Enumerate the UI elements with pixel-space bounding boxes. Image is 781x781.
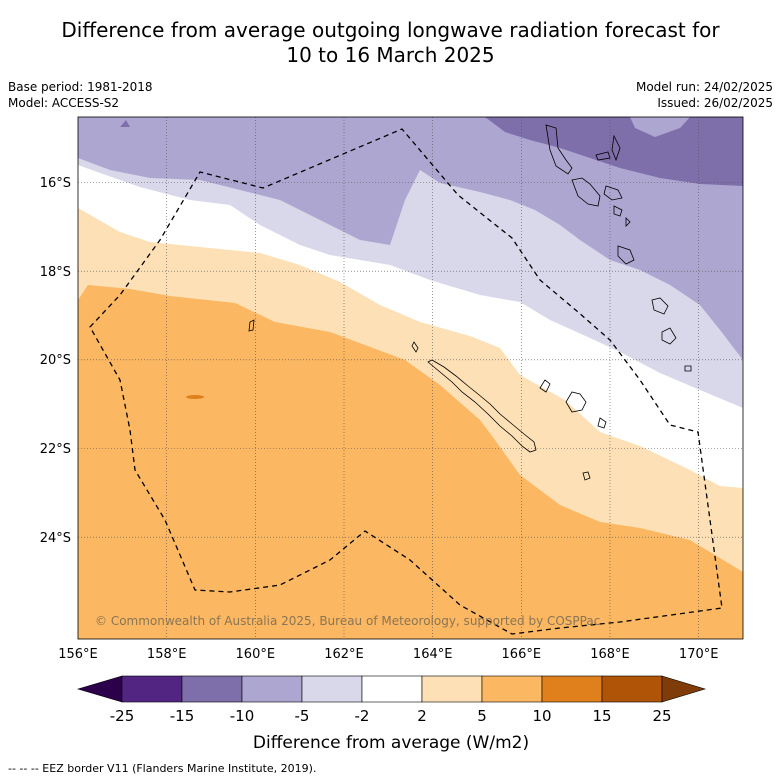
mare-coastline: [582, 471, 591, 481]
lon-label-160: 160°E: [236, 647, 276, 662]
anomaly-small-patch: [120, 120, 130, 127]
colorbar-tick-2: 2: [417, 707, 427, 725]
efate-coastline: [603, 185, 623, 201]
vanuatu-island-8: [684, 365, 692, 372]
lat-label-18s: 18°S: [40, 265, 71, 280]
meta-right: Model run: 24/02/2025 Issued: 26/02/2025: [636, 79, 773, 111]
lon-label-158: 158°E: [147, 647, 187, 662]
colorbar-tick-minus5: -5: [295, 707, 310, 725]
meta-left: Base period: 1981-2018 Model: ACCESS-S2: [8, 79, 153, 111]
colorbar-segment-7: [481, 675, 543, 703]
vanuatu-island-6: [651, 297, 669, 315]
coastlines: [248, 124, 692, 481]
colorbar-segment-2: [181, 675, 243, 703]
map-figure: © Commonwealth of Australia 2025, Bureau…: [40, 116, 744, 753]
chesterfield-islands: [248, 319, 255, 332]
reef-patch-orange: [186, 395, 204, 399]
colorbar-extend-low: [76, 675, 123, 703]
title-line-1: Difference from average outgoing longwav…: [61, 18, 720, 42]
lon-label-156: 156°E: [58, 647, 98, 662]
belep-coastline: [411, 341, 419, 353]
colorbar-segment-3: [241, 675, 303, 703]
lon-label-166: 166°E: [502, 647, 542, 662]
model-name: Model: ACCESS-S2: [8, 96, 120, 110]
issued-date: Issued: 26/02/2025: [657, 96, 773, 110]
colorbar-extend-high: [661, 675, 707, 703]
longitude-labels: 156°E 158°E 160°E 162°E 164°E 166°E 168°…: [58, 647, 718, 662]
colorbar-tick-25: 25: [652, 707, 671, 725]
vanuatu-island-2: [611, 134, 621, 162]
anomaly-band-minus15-to-minus10: [485, 117, 743, 186]
lifou-coastline: [565, 391, 587, 413]
eez-border: [89, 128, 723, 635]
colorbar-tick-minus15: -15: [170, 707, 195, 725]
title-line-2: 10 to 16 March 2025: [286, 43, 495, 67]
colorbar-segment-9: [601, 675, 663, 703]
colorbar-ticks: -25 -15 -10 -5 -2 2 5 10 15 25: [110, 707, 672, 725]
base-period: Base period: 1981-2018: [8, 80, 153, 94]
vanuatu-island-5: [617, 245, 635, 265]
vanuatu-island-3: [613, 205, 623, 217]
colorbar-tick-10: 10: [532, 707, 551, 725]
map-plot-area: © Commonwealth of Australia 2025, Bureau…: [78, 117, 743, 639]
colorbar-tick-minus25: -25: [110, 707, 135, 725]
lon-label-168: 168°E: [590, 647, 630, 662]
copyright-text: © Commonwealth of Australia 2025, Bureau…: [95, 614, 600, 628]
vanuatu-island-1: [595, 151, 611, 161]
colorbar-segment-1: [121, 675, 183, 703]
colorbar: [76, 675, 707, 703]
new-caledonia-coastline: [427, 359, 537, 453]
latitude-labels: 16°S 18°S 20°S 22°S 24°S: [40, 176, 71, 546]
colorbar-segment-8: [541, 675, 603, 703]
lat-label-16s: 16°S: [40, 176, 71, 191]
ouvea-coastline: [539, 379, 551, 393]
espiritu-santo-coastline: [545, 124, 573, 175]
graticule: [78, 117, 743, 639]
colorbar-segment-5: [361, 675, 423, 703]
vanuatu-island-4: [625, 217, 631, 227]
colorbar-tick-minus10: -10: [230, 707, 255, 725]
lat-label-20s: 20°S: [40, 353, 71, 368]
colorbar-tick-5: 5: [477, 707, 487, 725]
malekula-coastline: [571, 177, 601, 207]
anomaly-band-minus10-to-minus5: [78, 117, 743, 360]
vanuatu-island-7: [661, 327, 677, 345]
lon-label-170: 170°E: [679, 647, 719, 662]
colorbar-tick-minus2: -2: [355, 707, 370, 725]
colorbar-segment-6: [421, 675, 483, 703]
colorbar-tick-15: 15: [592, 707, 611, 725]
colorbar-segment-4: [301, 675, 363, 703]
lon-label-162: 162°E: [324, 647, 364, 662]
model-run: Model run: 24/02/2025: [635, 80, 773, 94]
eez-footnote: -- -- -- EEZ border V11 (Flanders Marine…: [8, 762, 317, 775]
map-title: Difference from average outgoing longwav…: [0, 18, 781, 68]
lat-label-22s: 22°S: [40, 442, 71, 457]
map-frame: [77, 116, 744, 640]
lon-label-164: 164°E: [413, 647, 453, 662]
isle-of-pines-coastline: [597, 417, 607, 429]
colorbar-label: Difference from average (W/m2): [253, 733, 529, 753]
lat-label-24s: 24°S: [40, 531, 71, 546]
anomaly-band-minus10-to-minus5-patch: [630, 117, 690, 137]
